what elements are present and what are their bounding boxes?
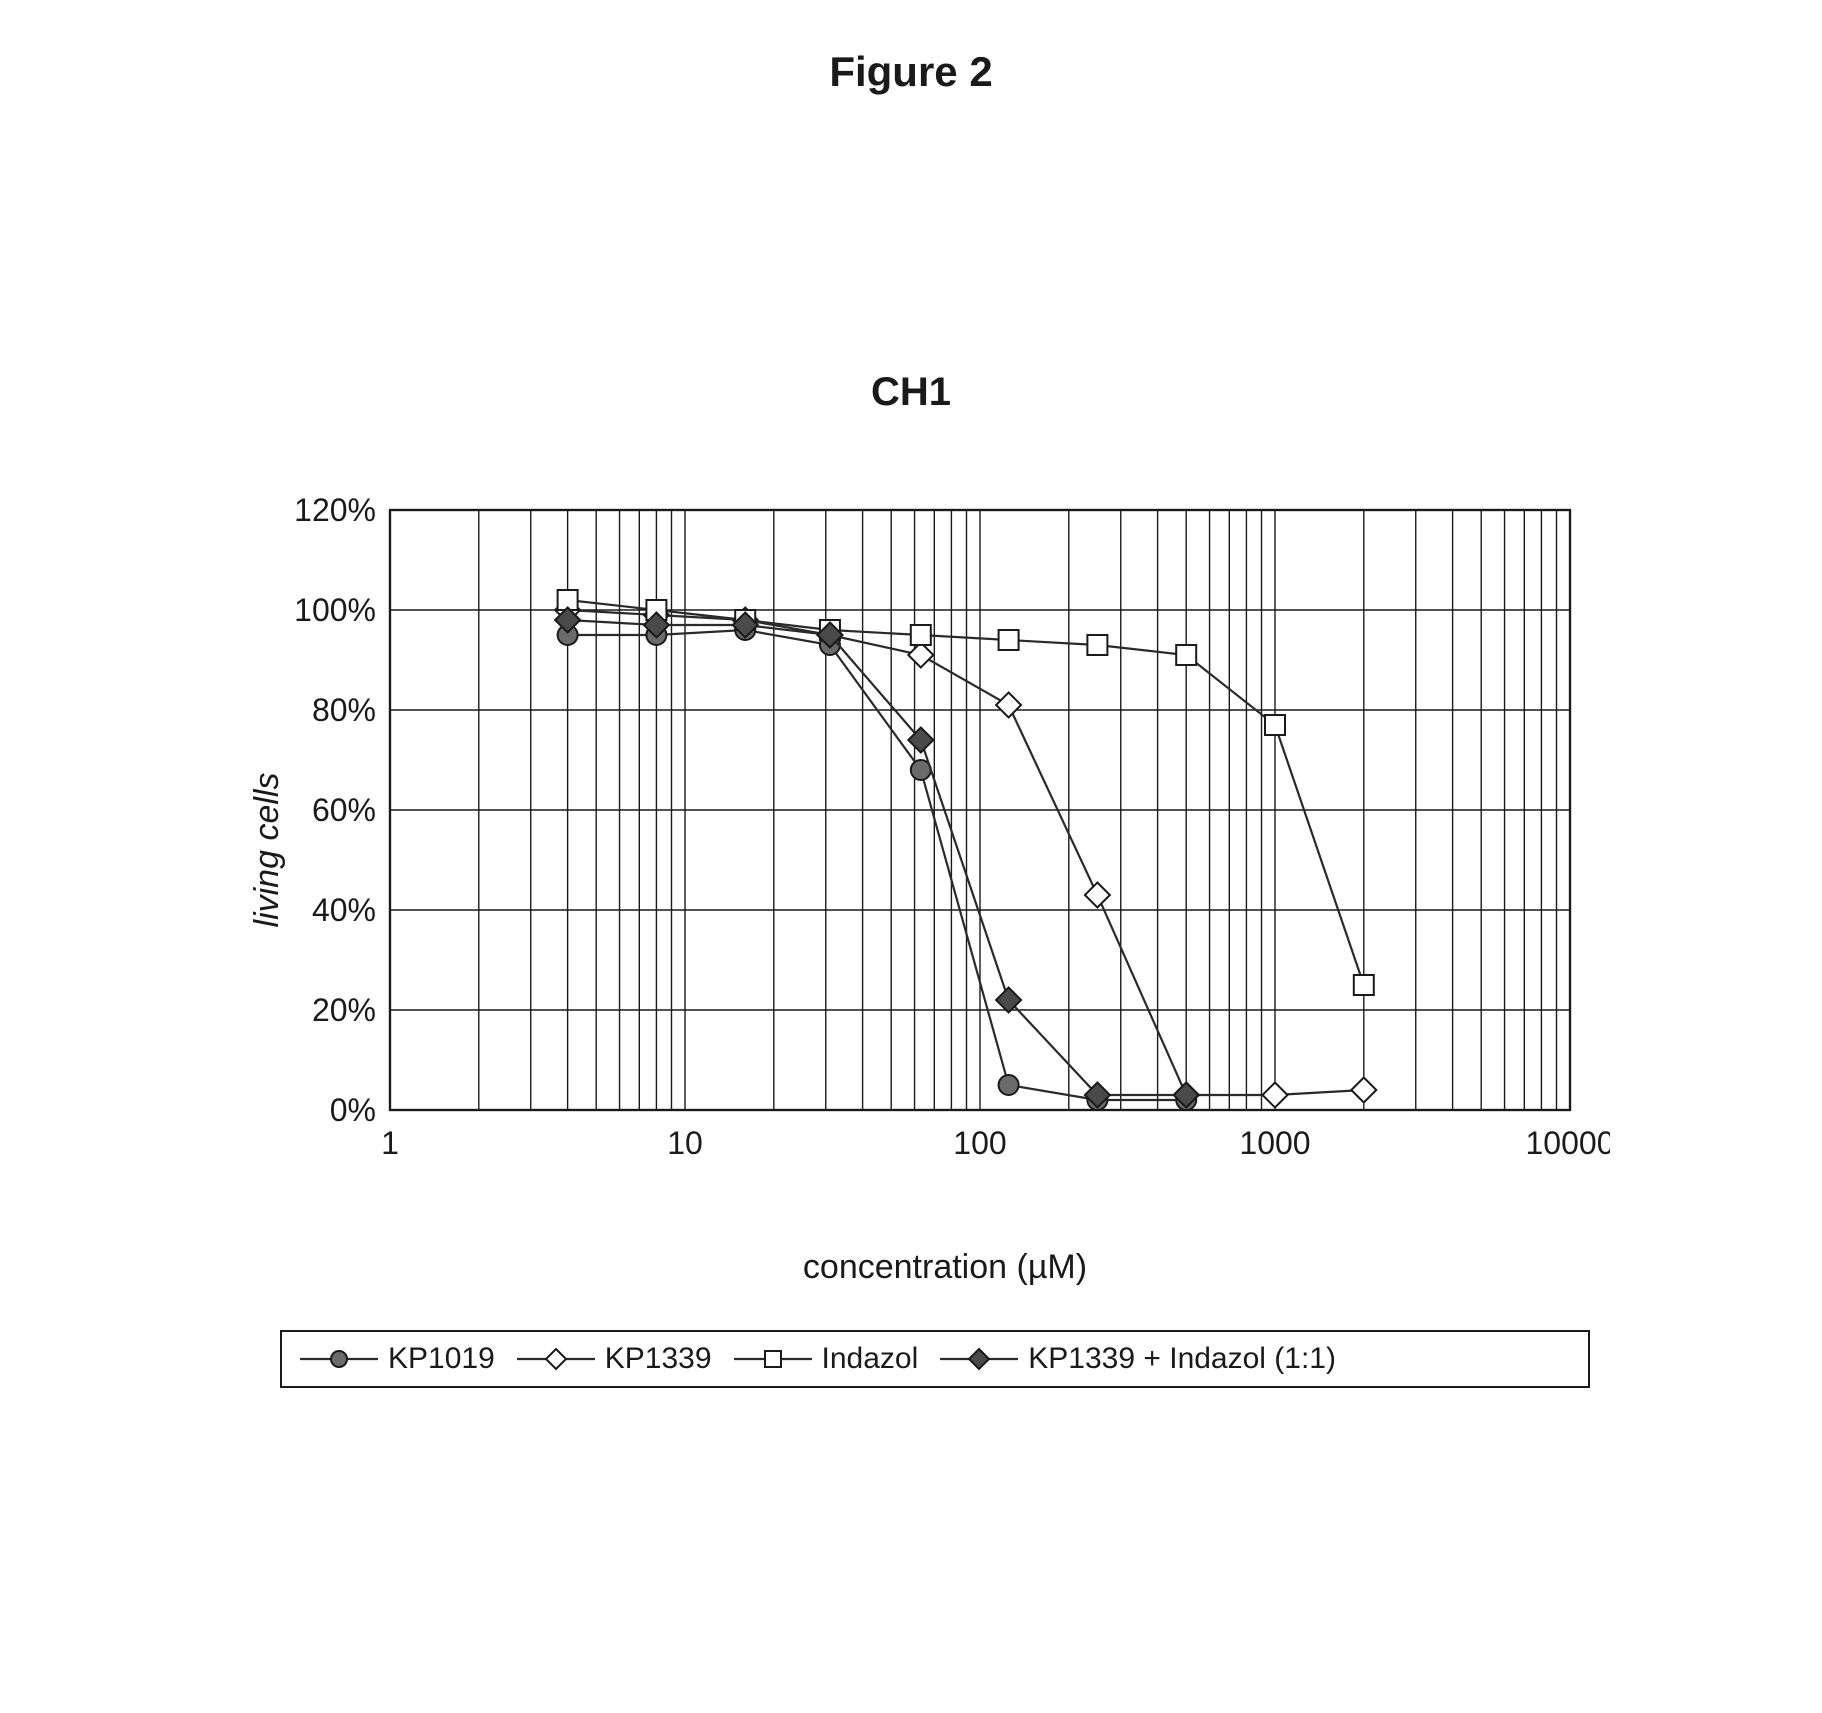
chart-svg: 0% 20% 40% 60% 80% 100% 120% 1 10 100 1000 10000 [280,490,1610,1210]
svg-text:100: 100 [953,1125,1006,1161]
page: Figure 2 CH1 living cells 0% 20% 40% 60% 80%… [0,0,1822,1713]
svg-text:0%: 0% [330,1092,376,1128]
svg-text:20%: 20% [312,992,376,1028]
svg-text:100%: 100% [294,592,376,628]
legend-label-KP1339: KP1339 [605,1342,712,1376]
legend-swatch-KP1339_Indazol [940,1347,1018,1371]
svg-text:60%: 60% [312,792,376,828]
svg-text:80%: 80% [312,692,376,728]
legend: KP1019 KP1339 Indazol KP1339 + Indazol (1:1… [280,1330,1590,1388]
chart-container: living cells 0%20%40%60%80%100%120%11010… [280,490,1610,1210]
chart-title: CH1 [0,370,1822,415]
legend-item-KP1019: KP1019 [300,1342,495,1376]
legend-item-KP1339: KP1339 [517,1342,712,1376]
legend-label-KP1019: KP1019 [388,1342,495,1376]
legend-swatch-KP1339 [517,1347,595,1371]
legend-label-KP1339_Indazol: KP1339 + Indazol (1:1) [1028,1342,1336,1376]
legend-label-Indazol: Indazol [822,1342,919,1376]
legend-item-Indazol: Indazol [734,1342,919,1376]
legend-swatch-KP1019 [300,1347,378,1371]
figure-label: Figure 2 [0,48,1822,96]
svg-text:10: 10 [667,1125,703,1161]
x-axis-label: concentration (µM) [280,1248,1610,1287]
svg-text:40%: 40% [312,892,376,928]
svg-text:10000: 10000 [1526,1125,1610,1161]
svg-text:120%: 120% [294,492,376,528]
svg-text:1000: 1000 [1239,1125,1310,1161]
y-axis-label: living cells [248,773,287,928]
legend-item-KP1339_Indazol: KP1339 + Indazol (1:1) [940,1342,1336,1376]
svg-text:1: 1 [381,1125,399,1161]
legend-swatch-Indazol [734,1347,812,1371]
